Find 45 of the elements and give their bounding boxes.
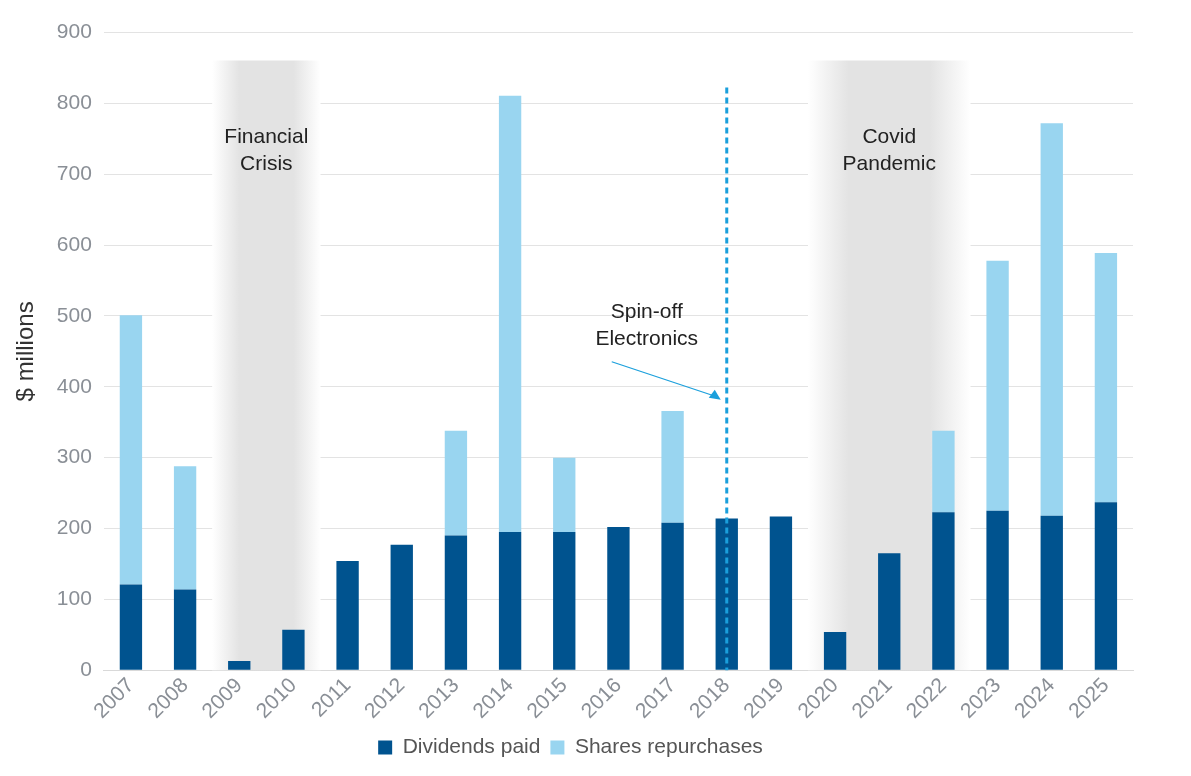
bar bbox=[553, 532, 576, 670]
bar bbox=[661, 522, 684, 670]
y-tick-label: 900 bbox=[56, 19, 92, 43]
y-axis-title: $ millions bbox=[11, 301, 39, 402]
legend-label: Dividends paid bbox=[402, 734, 541, 758]
bar bbox=[1040, 123, 1063, 516]
bar bbox=[282, 629, 305, 670]
y-tick-label: 0 bbox=[80, 656, 92, 680]
bar bbox=[444, 535, 468, 670]
bar bbox=[878, 553, 901, 670]
bar bbox=[228, 660, 251, 670]
y-tick-label: 200 bbox=[56, 515, 92, 539]
bar bbox=[986, 260, 1009, 511]
bar bbox=[769, 516, 793, 670]
bar bbox=[1094, 502, 1118, 670]
bar bbox=[173, 466, 197, 590]
band-label: Financial Crisis bbox=[224, 123, 309, 174]
ref-line-label: Spin-off Electronics bbox=[595, 299, 699, 350]
bar bbox=[119, 315, 143, 585]
y-tick-label: 400 bbox=[56, 373, 92, 397]
y-tick-label: 100 bbox=[56, 586, 92, 610]
bar bbox=[932, 430, 955, 513]
bar bbox=[390, 544, 413, 670]
bar bbox=[498, 95, 522, 533]
y-tick-label: 300 bbox=[56, 444, 92, 468]
bar bbox=[173, 589, 197, 670]
bar bbox=[661, 410, 684, 523]
bar bbox=[498, 532, 522, 670]
bar bbox=[119, 584, 143, 670]
bar bbox=[1040, 515, 1063, 670]
legend-label: Shares repurchases bbox=[574, 734, 763, 758]
bar bbox=[932, 512, 955, 670]
y-tick-label: 700 bbox=[56, 161, 92, 185]
bar bbox=[1094, 252, 1118, 503]
band-label: Covid Pandemic bbox=[842, 123, 936, 174]
y-tick-label: 500 bbox=[56, 302, 92, 326]
y-tick-label: 800 bbox=[56, 90, 92, 114]
bar bbox=[336, 561, 359, 670]
bar bbox=[715, 518, 738, 670]
y-tick-label: 600 bbox=[56, 231, 92, 255]
bar bbox=[823, 631, 847, 670]
bar bbox=[607, 527, 630, 670]
bar bbox=[444, 430, 468, 536]
bar bbox=[986, 510, 1009, 670]
bar bbox=[553, 457, 576, 533]
